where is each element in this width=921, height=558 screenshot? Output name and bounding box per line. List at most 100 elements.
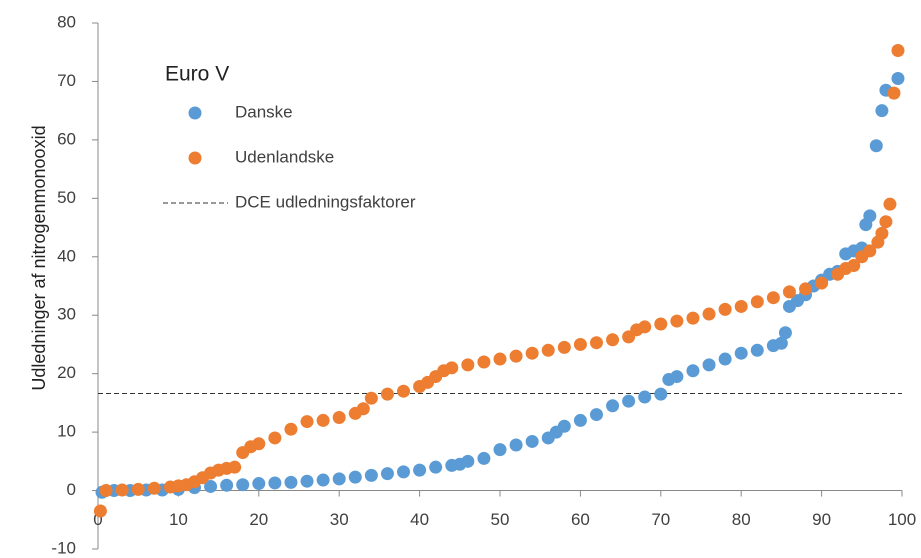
point	[252, 437, 266, 451]
y-tick-label: 0	[67, 480, 76, 499]
x-tick-label: 0	[93, 510, 102, 529]
point	[147, 481, 161, 495]
x-tick-label: 80	[732, 510, 751, 529]
point	[782, 285, 796, 299]
point	[300, 474, 314, 488]
point	[750, 295, 764, 309]
point	[654, 387, 668, 401]
point	[875, 226, 889, 240]
y-tick-label: 80	[57, 12, 76, 31]
point	[815, 276, 829, 290]
x-tick-label: 70	[651, 510, 670, 529]
point	[606, 333, 620, 347]
point	[863, 244, 877, 258]
point	[525, 434, 539, 448]
point	[316, 413, 330, 427]
point	[316, 473, 330, 487]
point	[252, 477, 266, 491]
y-axis-title: Udledninger af nitrogenmonooxid	[29, 125, 49, 390]
y-tick-label: 50	[57, 188, 76, 207]
point	[686, 311, 700, 325]
legend-label: Udenlandske	[235, 147, 334, 166]
point	[766, 291, 780, 305]
point	[477, 355, 491, 369]
legend-marker	[188, 151, 202, 165]
point	[557, 340, 571, 354]
point	[284, 475, 298, 489]
point	[557, 419, 571, 433]
point	[541, 343, 555, 357]
point	[734, 346, 748, 360]
point	[356, 402, 370, 416]
point	[654, 317, 668, 331]
point	[891, 72, 905, 86]
point	[204, 479, 218, 493]
point	[413, 463, 427, 477]
x-tick-label: 90	[812, 510, 831, 529]
x-tick-label: 20	[249, 510, 268, 529]
point	[573, 337, 587, 351]
point	[228, 460, 242, 474]
point	[461, 454, 475, 468]
point	[799, 282, 813, 296]
point	[702, 358, 716, 372]
point	[300, 415, 314, 429]
legend-marker	[188, 106, 202, 120]
point	[887, 86, 901, 100]
point	[670, 314, 684, 328]
x-tick-label: 60	[571, 510, 590, 529]
y-tick-label: 30	[57, 305, 76, 324]
point	[718, 302, 732, 316]
point	[734, 299, 748, 313]
legend-label: Danske	[235, 102, 293, 121]
point	[397, 465, 411, 479]
x-tick-label: 40	[410, 510, 429, 529]
y-tick-label: 40	[57, 246, 76, 265]
point	[477, 451, 491, 465]
point	[863, 209, 877, 223]
point	[284, 422, 298, 436]
y-tick-label: 70	[57, 71, 76, 90]
y-tick-label: 60	[57, 129, 76, 148]
point	[220, 478, 234, 492]
point	[573, 413, 587, 427]
point	[99, 484, 113, 498]
point	[461, 358, 475, 372]
point	[268, 431, 282, 445]
point	[718, 352, 732, 366]
point	[670, 370, 684, 384]
point	[702, 307, 716, 321]
point	[774, 336, 788, 350]
point	[847, 259, 861, 273]
point	[778, 326, 792, 340]
legend-label: DCE udledningsfaktorer	[235, 192, 416, 211]
y-tick-label: 20	[57, 363, 76, 382]
point	[93, 504, 107, 518]
point	[638, 390, 652, 404]
point	[606, 399, 620, 413]
point	[879, 215, 893, 229]
point	[589, 336, 603, 350]
y-tick-label: -10	[51, 538, 76, 557]
point	[869, 139, 883, 153]
point	[509, 438, 523, 452]
point	[348, 470, 362, 484]
x-tick-label: 10	[169, 510, 188, 529]
x-tick-label: 50	[491, 510, 510, 529]
point	[380, 387, 394, 401]
point	[622, 394, 636, 408]
point	[445, 361, 459, 375]
point	[380, 467, 394, 481]
point	[364, 391, 378, 405]
point	[638, 320, 652, 334]
point	[332, 411, 346, 424]
point	[883, 197, 897, 211]
x-tick-label: 30	[330, 510, 349, 529]
point	[493, 443, 507, 457]
point	[429, 460, 443, 474]
point	[525, 346, 539, 360]
point	[509, 349, 523, 363]
y-tick-label: 10	[57, 422, 76, 441]
legend-title: Euro V	[165, 63, 229, 86]
